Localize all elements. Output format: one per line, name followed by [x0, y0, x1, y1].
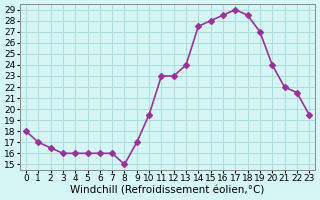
X-axis label: Windchill (Refroidissement éolien,°C): Windchill (Refroidissement éolien,°C) [70, 186, 265, 196]
